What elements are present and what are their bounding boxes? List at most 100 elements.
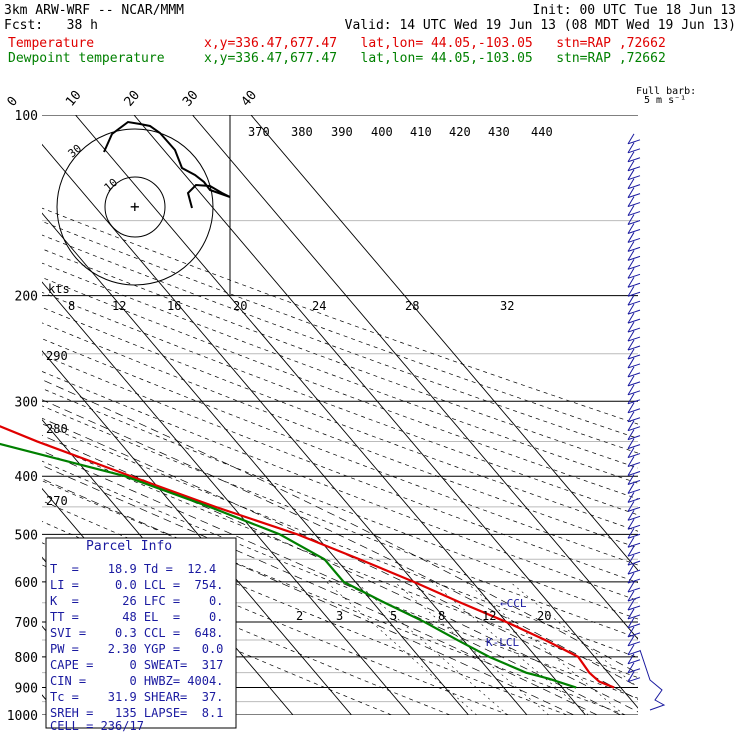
valid-time: Valid: 14 UTC Wed 19 Jun 13 (08 MDT Wed … [344, 18, 736, 33]
wind-barb [627, 187, 641, 199]
wind-barb [627, 671, 641, 683]
parcel-row: SVI = 0.3 CCL = 648. [50, 626, 224, 640]
moist-adiabat [42, 434, 638, 713]
dry-adiabat [42, 248, 638, 469]
wind-barb [627, 483, 641, 494]
hodograph-ring-label: 10 [102, 176, 121, 194]
dry-adiabat [42, 354, 638, 583]
wind-barb [627, 492, 641, 503]
lcl-marker: K-LCL [486, 636, 519, 649]
mixing-ratio-line [509, 581, 638, 688]
pressure-tick-label: 300 [15, 395, 38, 410]
wind-barb [627, 384, 641, 396]
wind-barb [627, 474, 641, 485]
parcel-row: LI = 0.0 LCL = 754. [50, 578, 224, 592]
dry-adiabat [42, 338, 638, 566]
pressure-tick-label: 1000 [7, 709, 38, 724]
dry-adiabat [42, 262, 638, 484]
dry-adiabat [42, 460, 638, 699]
wind-barb [627, 250, 641, 261]
wind-barb [627, 563, 641, 575]
moist-adiabat [42, 399, 638, 688]
wind-barb [627, 635, 641, 647]
pressure-tick-label: 500 [15, 528, 38, 543]
theta-label: 380 [291, 125, 313, 139]
wind-barb [627, 232, 641, 243]
pressure-tick-label: 900 [15, 682, 38, 697]
dewpoint-legend-location: x,y=336.47,677.47 lat,lon= 44.05,-103.05… [204, 51, 666, 66]
wind-barb [627, 285, 641, 297]
low-level-wind-trace [639, 649, 666, 711]
theta-label: 420 [449, 125, 471, 139]
hodograph-center: + [130, 197, 140, 216]
pressure-tick-label: 700 [15, 616, 38, 631]
parcel-row: PW = 2.30 YGP = 0.0 [50, 642, 224, 656]
pressure-tick-label: 800 [15, 651, 38, 666]
parcel-row: SREH = 135 LAPSE= 8.1 [50, 706, 224, 720]
wind-barb [627, 196, 641, 208]
dry-adiabat-label: 290 [46, 349, 68, 363]
wind-barb [627, 294, 641, 306]
parcel-info-box: Parcel Info T = 18.9 Td = 12.4 LI = 0.0 … [46, 538, 236, 732]
dry-adiabat [42, 480, 626, 715]
wind-barb [627, 617, 641, 629]
inset-speed-label: 12 [112, 299, 126, 313]
wind-barb [627, 519, 641, 530]
wind-barb [627, 151, 641, 163]
parcel-row: K = 26 LFC = 0. [50, 594, 224, 608]
temperature-legend-location: x,y=336.47,677.47 lat,lon= 44.05,-103.05… [204, 36, 666, 51]
hodograph-ring [56, 128, 214, 286]
wind-barb [627, 447, 641, 459]
isotherm [42, 350, 352, 715]
isotherm [192, 115, 638, 640]
dry-adiabat [42, 322, 638, 549]
wind-barb [627, 536, 641, 548]
wind-barb [627, 393, 641, 405]
theta-label: 410 [410, 125, 432, 139]
dewpoint-trace [0, 442, 577, 689]
wind-barb [627, 312, 641, 324]
pressure-tick-label: 100 [15, 109, 38, 124]
inset-speed-label: 20 [233, 299, 247, 313]
wind-barb [627, 528, 641, 539]
mixing-ratio-label: 2 [296, 609, 303, 623]
wind-barb [627, 277, 641, 288]
inset-speed-label: 8 [68, 299, 75, 313]
theta-label: 400 [371, 125, 393, 139]
wind-barb [627, 420, 641, 432]
wind-barb [627, 662, 641, 674]
isotherm [250, 115, 638, 571]
dry-adiabat-label: 270 [46, 494, 68, 508]
inset-speed-label: 32 [500, 299, 514, 313]
moist-adiabat [42, 465, 598, 715]
mixing-ratio-line [326, 581, 477, 715]
wind-barb [627, 438, 641, 450]
wind-barb [627, 142, 641, 154]
wind-barb [627, 402, 641, 414]
wind-barb [627, 411, 641, 423]
wind-barb [627, 554, 641, 566]
isotherm [133, 115, 638, 709]
mixing-ratio-label: 8 [438, 609, 445, 623]
wind-barb [627, 599, 641, 611]
theta-label: 440 [531, 125, 553, 139]
isotherm-label: 0 [5, 94, 22, 110]
wind-barb [627, 348, 641, 360]
ccl-marker: ←CCL [500, 597, 527, 610]
inset-speed-label: 28 [405, 299, 419, 313]
isotherm-label: 40 [239, 88, 261, 110]
mixing-ratio-label: 5 [390, 609, 397, 623]
wind-barb [627, 259, 641, 270]
inset-speed-label: 16 [167, 299, 181, 313]
wind-barb [627, 626, 641, 638]
theta-label: 370 [248, 125, 270, 139]
wind-barb [627, 303, 641, 315]
wind-barb [627, 214, 641, 225]
parcel-row: TT = 48 EL = 0. [50, 610, 224, 624]
pressure-tick-label: 400 [15, 470, 38, 485]
wind-barb [627, 321, 641, 333]
dry-adiabat [42, 371, 638, 601]
hodograph-ring-label: 30 [66, 142, 85, 160]
hodograph-trace [103, 120, 231, 209]
pressure-tick-label: 600 [15, 576, 38, 591]
